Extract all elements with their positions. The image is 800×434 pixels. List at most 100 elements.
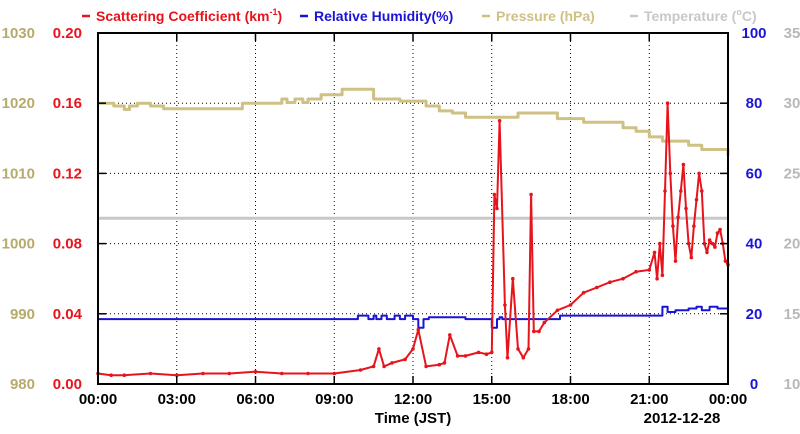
scattering-point — [595, 285, 599, 290]
scattering-point — [516, 347, 520, 351]
scattering-point — [463, 354, 468, 358]
scattering-point — [511, 276, 515, 281]
x-tick-label: 06:00 — [236, 391, 274, 408]
legend-entry: Pressure (hPa) — [496, 8, 595, 24]
scattering-point — [608, 280, 612, 285]
scattering-point — [658, 241, 662, 246]
pressure-tick-label: 1010 — [2, 165, 35, 182]
series-line-scattering-coefficient — [97, 102, 729, 377]
scattering-tick-label: 0.00 — [53, 376, 82, 393]
scattering-point — [665, 101, 670, 105]
scattering-point — [681, 162, 686, 167]
scattering-point — [490, 350, 494, 355]
series-line-pressure — [98, 87, 730, 156]
scattering-point — [663, 189, 667, 193]
scattering-point — [109, 373, 113, 378]
pressure-tick-label: 990 — [10, 306, 35, 323]
scattering-point — [621, 276, 625, 281]
scattering-point — [358, 368, 363, 372]
scattering-point — [521, 355, 526, 360]
axes: 00:00 03:00 06:00 09:00 12:00 15:00 18:00 21:00… — [2, 25, 800, 408]
scattering-point — [382, 364, 386, 369]
humidity-tick-label: 20 — [746, 306, 763, 323]
x-tick-label: 12:00 — [394, 391, 432, 408]
legend-text: Relative Humidity(%) — [314, 8, 453, 24]
scattering-tick-label: 0.04 — [53, 306, 83, 323]
scattering-point — [689, 255, 694, 260]
scattering-point — [148, 371, 153, 376]
pressure-tick-label: 1000 — [2, 236, 35, 253]
scattering-point — [476, 350, 481, 355]
scattering-point — [715, 231, 720, 235]
scattering-point — [634, 269, 638, 274]
scattering-point — [526, 347, 531, 351]
scattering-tick-label: 0.12 — [53, 165, 82, 182]
scattering-point — [437, 362, 442, 367]
scattering-point — [581, 290, 586, 295]
scattering-point — [377, 347, 381, 351]
scattering-point — [676, 215, 680, 220]
scattering-point — [201, 371, 205, 376]
scattering-point — [442, 361, 447, 365]
scattering-point — [332, 371, 337, 376]
scattering-point — [403, 357, 407, 362]
x-axis-label: Time (JST) — [375, 410, 451, 427]
scattering-point — [532, 329, 536, 334]
scattering-tick-label: 0.20 — [53, 25, 82, 42]
legend-text-close: ) — [278, 8, 283, 24]
legend: Scattering Coefficient (km-1) Relative Hu… — [82, 7, 757, 24]
legend-text: Scattering Coefficient (km — [96, 8, 269, 24]
temperature-tick-label: 30 — [784, 95, 800, 112]
grid — [98, 33, 728, 384]
legend-text: Pressure (hPa) — [496, 8, 595, 24]
scattering-point — [537, 329, 541, 334]
x-tick-label: 03:00 — [158, 391, 196, 408]
x-tick-label: 18:00 — [551, 391, 589, 408]
scattering-point — [175, 373, 179, 378]
temperature-tick-label: 20 — [784, 236, 800, 253]
legend-superscript: -1 — [269, 7, 277, 17]
scattering-point — [723, 259, 728, 263]
scattering-point — [686, 241, 691, 246]
scattering-point — [503, 303, 507, 307]
scattering-point — [542, 320, 547, 325]
pressure-tick-label: 980 — [10, 376, 35, 393]
scattering-point — [371, 364, 376, 369]
humidity-tick-label: 40 — [746, 236, 763, 253]
scattering-point — [505, 355, 510, 360]
legend-entry: Temperature (oC) — [644, 7, 757, 24]
scattering-point — [390, 361, 394, 365]
scattering-point — [710, 241, 715, 246]
scattering-point — [448, 333, 452, 337]
temperature-tick-label: 15 — [784, 306, 800, 323]
scattering-point — [529, 192, 533, 197]
scattering-tick-label: 0.16 — [53, 95, 82, 112]
scattering-point — [122, 373, 127, 378]
scattering-point — [280, 371, 284, 376]
scattering-point — [702, 241, 707, 246]
legend-entry: Scattering Coefficient (km-1) — [96, 7, 282, 24]
scattering-point — [253, 369, 258, 374]
scattering-point — [713, 245, 717, 249]
humidity-tick-label: 100 — [741, 25, 766, 42]
scattering-point — [660, 273, 665, 278]
scattering-point — [692, 224, 696, 228]
temperature-tick-label: 25 — [784, 165, 800, 182]
scattering-point — [497, 119, 502, 123]
temperature-tick-label: 10 — [784, 376, 800, 393]
legend-text: Temperature ( — [644, 8, 737, 24]
scattering-point — [671, 224, 675, 228]
scattering-point — [455, 354, 460, 358]
scattering-point — [655, 276, 659, 281]
series-layer — [96, 87, 730, 378]
scattering-point — [684, 206, 688, 211]
date-label: 2012-12-28 — [644, 410, 721, 427]
scattering-point — [416, 327, 421, 332]
x-tick-label: 21:00 — [630, 391, 668, 408]
scattering-point — [652, 250, 657, 255]
scattering-point — [568, 303, 573, 307]
scattering-point — [492, 192, 497, 197]
scattering-point — [306, 371, 310, 376]
humidity-tick-label: 60 — [746, 165, 763, 182]
